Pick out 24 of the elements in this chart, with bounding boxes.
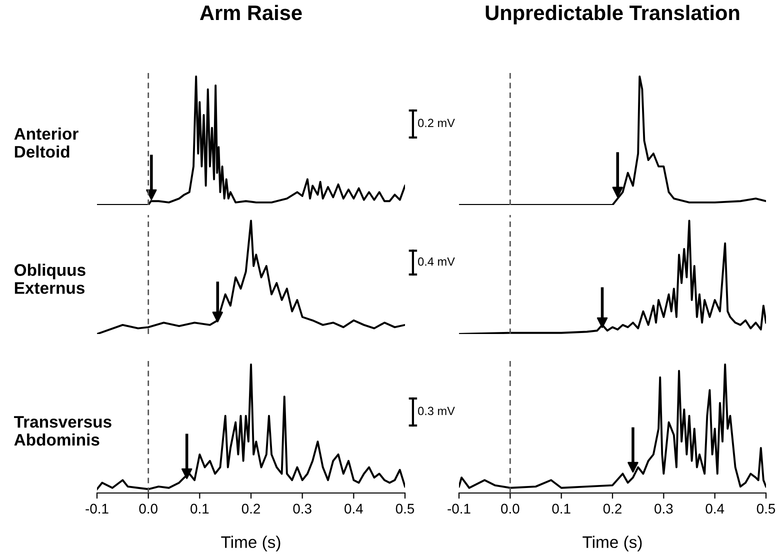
text: 0.4 mV bbox=[418, 257, 455, 266]
x-tick-label: 0.0 bbox=[501, 504, 520, 514]
x-axis-title: Time (s) bbox=[221, 536, 280, 552]
y-axis-title: Transversus Abdominis bbox=[14, 416, 112, 446]
x-axis-title: Time (s) bbox=[582, 536, 642, 552]
x-tick-label: 0.2 bbox=[603, 504, 622, 514]
text: 0.2 mV bbox=[418, 118, 455, 128]
x-tick-label: 0.4 bbox=[706, 504, 724, 514]
x-tick-label: 0.5 bbox=[756, 504, 776, 514]
x-tick-label: 0.3 bbox=[654, 504, 673, 514]
x-tick-label: 0.2 bbox=[242, 504, 260, 514]
x-tick-label: -0.1 bbox=[448, 504, 470, 514]
x-tick-label: 0.4 bbox=[344, 504, 363, 514]
chart-title: Arm Raise bbox=[200, 4, 302, 20]
y-axis-title: Anterior Deltoid bbox=[14, 128, 78, 158]
x-tick-label: 0.5 bbox=[396, 504, 414, 514]
text: 0.3 mV bbox=[418, 406, 455, 416]
y-axis-title: Obliquus Externus bbox=[14, 264, 86, 294]
x-tick-label: -0.1 bbox=[86, 504, 108, 514]
x-tick-label: 0.3 bbox=[293, 504, 312, 514]
chart-title: Unpredictable Translation bbox=[486, 4, 740, 24]
x-tick-label: 0.0 bbox=[139, 504, 158, 514]
x-tick-label: 0.1 bbox=[552, 504, 570, 514]
x-tick-label: 0.1 bbox=[190, 504, 209, 514]
